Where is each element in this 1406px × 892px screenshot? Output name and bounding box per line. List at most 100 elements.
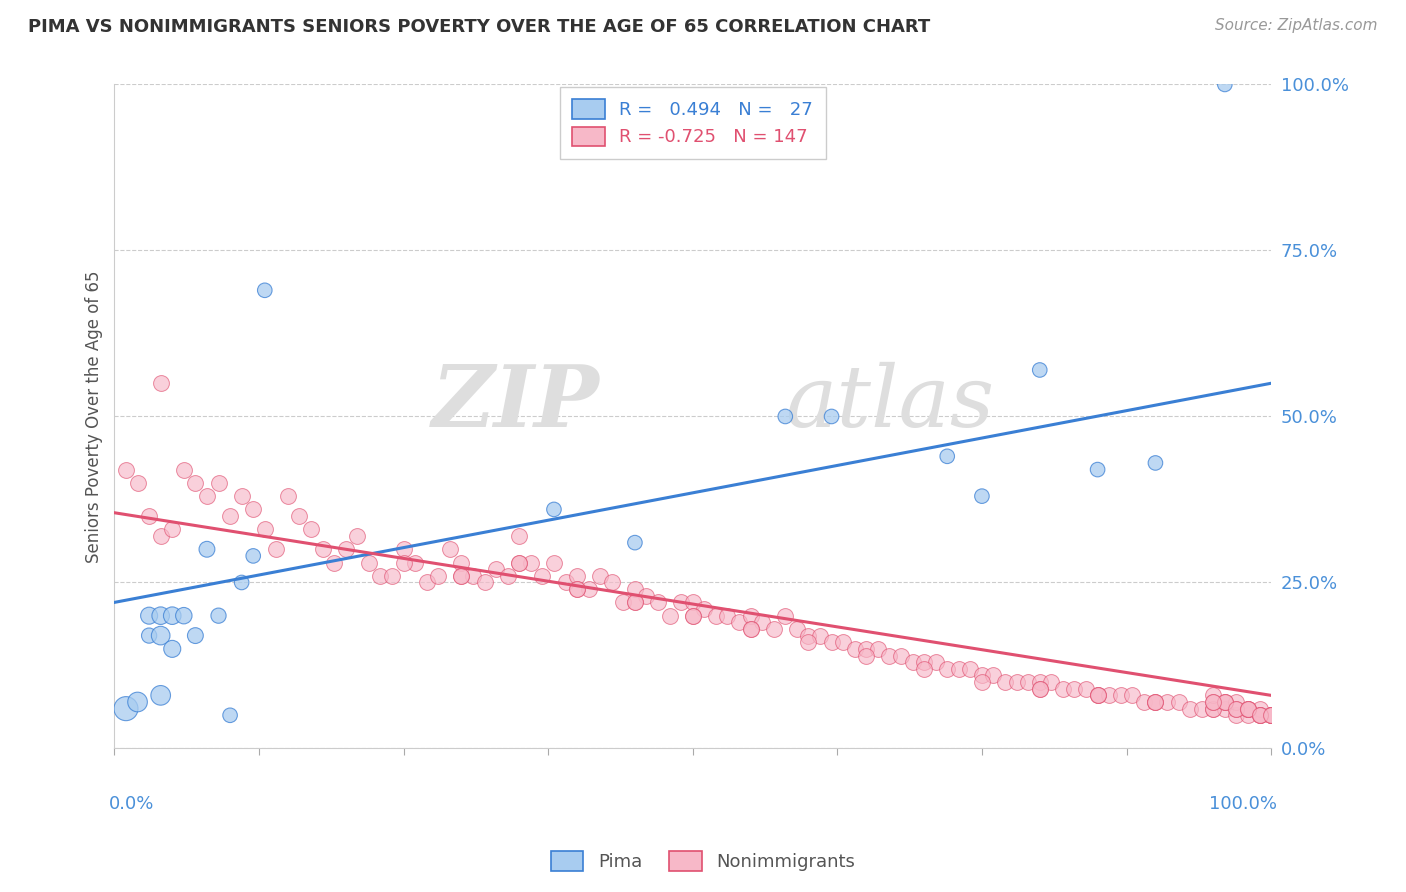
Text: Source: ZipAtlas.com: Source: ZipAtlas.com: [1215, 18, 1378, 33]
Point: [1249, 701, 1271, 715]
Point: [173, 608, 195, 623]
Point: [543, 556, 565, 570]
Point: [1040, 675, 1063, 690]
Point: [1225, 708, 1247, 723]
Point: [901, 655, 924, 669]
Point: [392, 556, 415, 570]
Point: [912, 655, 935, 669]
Point: [647, 595, 669, 609]
Point: [959, 662, 981, 676]
Point: [1029, 681, 1052, 696]
Point: [195, 489, 218, 503]
Point: [149, 376, 172, 391]
Point: [1052, 681, 1074, 696]
Point: [1260, 708, 1282, 723]
Point: [242, 549, 264, 563]
Legend: R =   0.494   N =   27, R = -0.725   N = 147: R = 0.494 N = 27, R = -0.725 N = 147: [560, 87, 825, 159]
Point: [682, 608, 704, 623]
Point: [565, 582, 588, 596]
Point: [1121, 689, 1143, 703]
Point: [970, 675, 993, 690]
Point: [531, 569, 554, 583]
Point: [762, 622, 785, 636]
Point: [693, 602, 716, 616]
Point: [404, 556, 426, 570]
Point: [138, 509, 160, 524]
Point: [1109, 689, 1132, 703]
Point: [127, 475, 149, 490]
Point: [970, 489, 993, 503]
Point: [775, 409, 797, 424]
Text: 100.0%: 100.0%: [1209, 795, 1277, 813]
Point: [335, 542, 357, 557]
Point: [1249, 708, 1271, 723]
Point: [149, 529, 172, 543]
Point: [1249, 708, 1271, 723]
Point: [624, 535, 647, 549]
Point: [1260, 708, 1282, 723]
Point: [624, 582, 647, 596]
Point: [1029, 675, 1052, 690]
Point: [786, 622, 808, 636]
Point: [450, 569, 472, 583]
Text: atlas: atlas: [786, 362, 994, 444]
Point: [1202, 701, 1225, 715]
Point: [578, 582, 600, 596]
Point: [450, 556, 472, 570]
Point: [554, 575, 576, 590]
Point: [797, 635, 820, 649]
Point: [219, 708, 242, 723]
Point: [728, 615, 751, 630]
Point: [1213, 695, 1236, 709]
Point: [682, 608, 704, 623]
Point: [612, 595, 634, 609]
Point: [219, 509, 242, 524]
Point: [1074, 681, 1097, 696]
Point: [1133, 695, 1156, 709]
Text: 0.0%: 0.0%: [108, 795, 155, 813]
Point: [624, 595, 647, 609]
Point: [311, 542, 333, 557]
Point: [520, 556, 543, 570]
Point: [1144, 695, 1167, 709]
Point: [323, 556, 346, 570]
Point: [1249, 708, 1271, 723]
Point: [138, 608, 160, 623]
Point: [970, 668, 993, 682]
Point: [1144, 456, 1167, 470]
Point: [1213, 78, 1236, 92]
Text: PIMA VS NONIMMIGRANTS SENIORS POVERTY OVER THE AGE OF 65 CORRELATION CHART: PIMA VS NONIMMIGRANTS SENIORS POVERTY OV…: [28, 18, 931, 36]
Point: [1237, 701, 1260, 715]
Point: [439, 542, 461, 557]
Point: [669, 595, 692, 609]
Point: [1202, 695, 1225, 709]
Point: [1144, 695, 1167, 709]
Point: [195, 542, 218, 557]
Point: [115, 701, 138, 715]
Point: [288, 509, 311, 524]
Point: [115, 462, 138, 476]
Point: [1202, 701, 1225, 715]
Point: [751, 615, 773, 630]
Point: [127, 695, 149, 709]
Point: [740, 608, 762, 623]
Legend: Pima, Nonimmigrants: Pima, Nonimmigrants: [544, 844, 862, 879]
Point: [879, 648, 901, 663]
Point: [797, 629, 820, 643]
Point: [1213, 695, 1236, 709]
Point: [1087, 689, 1109, 703]
Text: ZIP: ZIP: [432, 361, 600, 445]
Point: [600, 575, 623, 590]
Point: [844, 641, 866, 656]
Point: [1017, 675, 1039, 690]
Point: [936, 662, 959, 676]
Point: [149, 629, 172, 643]
Point: [1213, 695, 1236, 709]
Point: [299, 522, 322, 536]
Point: [508, 556, 530, 570]
Point: [508, 556, 530, 570]
Point: [162, 522, 184, 536]
Point: [461, 569, 484, 583]
Point: [474, 575, 496, 590]
Point: [808, 629, 831, 643]
